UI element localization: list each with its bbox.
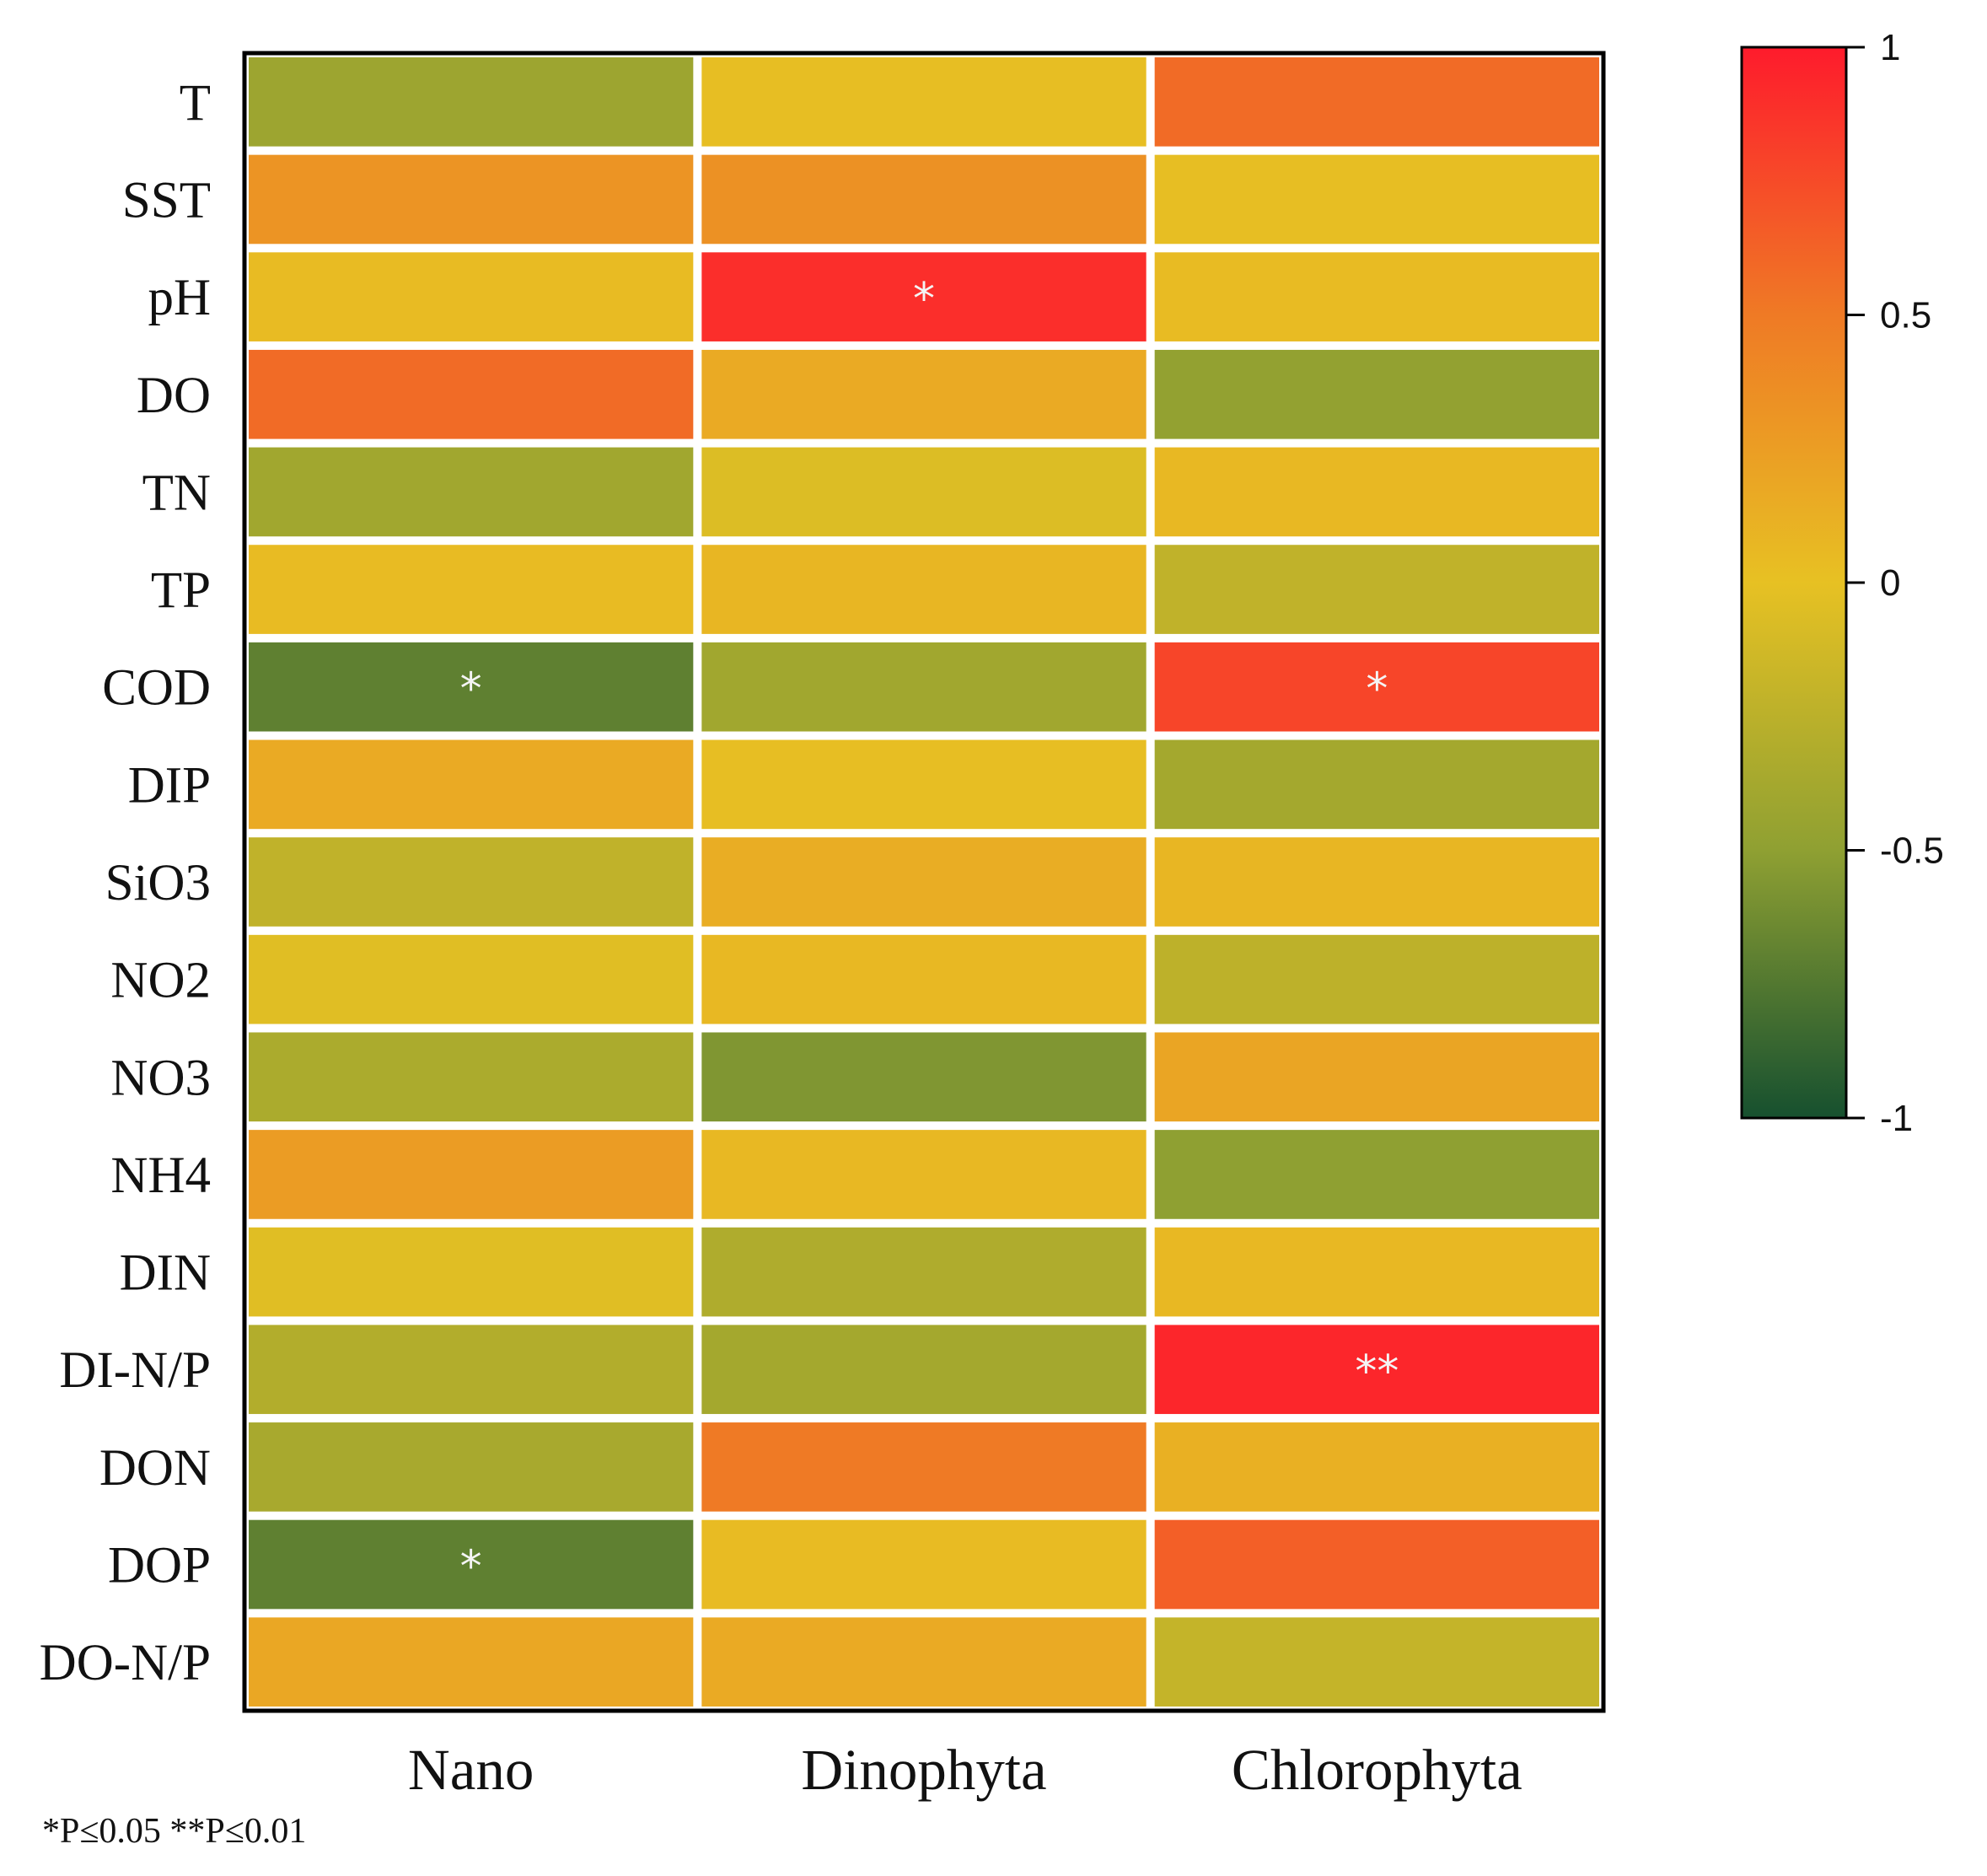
column-label: Chlorophyta bbox=[1232, 1738, 1522, 1802]
heatmap-cell-nh4-dinophyta bbox=[701, 1130, 1147, 1219]
colorbar-tick-label: 1 bbox=[1880, 27, 1900, 68]
heatmap-cell-cod-chlorophyta bbox=[1154, 642, 1599, 732]
heatmap-cell-no2-chlorophyta bbox=[1154, 934, 1599, 1024]
row-labels: T SST pH DO TN TP COD DIP SiO3 NO2 NO3 NH4 DIN DI-N/P… bbox=[40, 75, 211, 1691]
heatmap-cell-t-dinophyta bbox=[701, 57, 1147, 147]
heatmap-cell-cod-nano bbox=[249, 642, 694, 732]
colorbar-tick-label: -0.5 bbox=[1880, 830, 1944, 872]
row-label: DON bbox=[99, 1440, 211, 1497]
heatmap-cell-sst-chlorophyta bbox=[1154, 154, 1599, 245]
column-label: Nano bbox=[408, 1738, 534, 1802]
row-label: DI-N/P bbox=[59, 1342, 211, 1399]
heatmap-cell-nh4-nano bbox=[249, 1130, 694, 1219]
colorbar-ticks: 1 0.5 0 -0.5 -1 bbox=[1846, 27, 1944, 1139]
row-label: T bbox=[180, 75, 211, 132]
row-label: NO3 bbox=[110, 1050, 211, 1106]
heatmap-cell-sio3-chlorophyta bbox=[1154, 837, 1599, 927]
heatmap-cell-do-n-p-nano bbox=[249, 1617, 694, 1707]
heatmap-cell-tp-dinophyta bbox=[701, 545, 1147, 634]
colorbar: 1 0.5 0 -0.5 -1 bbox=[1740, 27, 1944, 1139]
heatmap-cell-dip-chlorophyta bbox=[1154, 739, 1599, 830]
heatmap-cell-sst-dinophyta bbox=[701, 154, 1147, 245]
row-label: COD bbox=[102, 660, 211, 717]
heatmap-cell-do-dinophyta bbox=[701, 349, 1147, 439]
colorbar-gradient bbox=[1740, 46, 1848, 1120]
heatmap-cell-nh4-chlorophyta bbox=[1154, 1130, 1599, 1219]
colorbar-tick-label: 0.5 bbox=[1880, 295, 1931, 336]
heatmap-cell-do-nano bbox=[249, 349, 694, 439]
heatmap-cell-don-nano bbox=[249, 1422, 694, 1512]
heatmap-cell-t-chlorophyta bbox=[1154, 57, 1599, 147]
heatmap-cell-tp-chlorophyta bbox=[1154, 545, 1599, 634]
significance-marker: * bbox=[460, 664, 482, 715]
heatmap-cell-no3-nano bbox=[249, 1032, 694, 1122]
heatmap-cell-din-dinophyta bbox=[701, 1227, 1147, 1317]
heatmap-cell-dip-dinophyta bbox=[701, 739, 1147, 830]
significance-marker: ** bbox=[1355, 1347, 1399, 1397]
heatmap-cell-tp-nano bbox=[249, 545, 694, 634]
heatmap-cell-dop-dinophyta bbox=[701, 1519, 1147, 1610]
heatmap-cell-no2-nano bbox=[249, 934, 694, 1024]
heatmap-cell-dop-chlorophyta bbox=[1154, 1519, 1599, 1610]
heatmap-cell-do-chlorophyta bbox=[1154, 349, 1599, 439]
heatmap-frame bbox=[242, 51, 1606, 1713]
heatmap-cell-no3-chlorophyta bbox=[1154, 1032, 1599, 1122]
column-labels: Nano Dinophyta Chlorophyta bbox=[408, 1738, 1522, 1802]
row-label: DO-N/P bbox=[40, 1635, 211, 1691]
heatmap-cell-din-chlorophyta bbox=[1154, 1227, 1599, 1317]
heatmap-cell-dip-nano bbox=[249, 739, 694, 830]
heatmap-cell-t-nano bbox=[249, 57, 694, 147]
heatmap-cell-ph-chlorophyta bbox=[1154, 252, 1599, 341]
heatmap-cell-ph-nano bbox=[249, 252, 694, 341]
column-label: Dinophyta bbox=[801, 1738, 1046, 1802]
heatmap-cell-di-n-p-nano bbox=[249, 1325, 694, 1415]
heatmap-cell-di-n-p-dinophyta bbox=[701, 1325, 1147, 1415]
heatmap-cell-tn-nano bbox=[249, 447, 694, 537]
heatmap-cells: ** **** bbox=[249, 57, 1599, 1707]
significance-marker: * bbox=[460, 1542, 482, 1593]
heatmap-cell-cod-dinophyta bbox=[701, 642, 1147, 732]
significance-marker: * bbox=[913, 274, 935, 325]
heatmap-cell-ph-dinophyta bbox=[701, 252, 1147, 341]
heatmap-cell-din-nano bbox=[249, 1227, 694, 1317]
row-label: DIN bbox=[120, 1245, 211, 1302]
row-label: DIP bbox=[128, 757, 211, 814]
heatmap-cell-don-dinophyta bbox=[701, 1422, 1147, 1512]
row-label: TN bbox=[142, 465, 211, 521]
colorbar-tick-label: -1 bbox=[1880, 1098, 1913, 1139]
heatmap-cell-sio3-dinophyta bbox=[701, 837, 1147, 927]
colorbar-tick-label: 0 bbox=[1880, 562, 1900, 604]
heatmap-cell-no2-dinophyta bbox=[701, 934, 1147, 1024]
row-label: pH bbox=[148, 270, 211, 326]
row-label: NO2 bbox=[110, 953, 211, 1009]
row-label: TP bbox=[151, 562, 211, 619]
row-label: SiO3 bbox=[105, 855, 211, 911]
heatmap-cell-sio3-nano bbox=[249, 837, 694, 927]
heatmap-cell-do-n-p-dinophyta bbox=[701, 1617, 1147, 1707]
row-label: NH4 bbox=[110, 1148, 211, 1204]
row-label: DOP bbox=[108, 1538, 211, 1594]
significance-footnote: *P≤0.05 **P≤0.01 bbox=[42, 1812, 306, 1851]
significance-marker: * bbox=[1366, 664, 1388, 715]
heatmap-cell-sst-nano bbox=[249, 154, 694, 245]
heatmap-cell-do-n-p-chlorophyta bbox=[1154, 1617, 1599, 1707]
row-label: SST bbox=[122, 172, 211, 228]
row-label: DO bbox=[137, 368, 211, 424]
heatmap-cell-no3-dinophyta bbox=[701, 1032, 1147, 1122]
heatmap-cell-tn-chlorophyta bbox=[1154, 447, 1599, 537]
heatmap-cell-don-chlorophyta bbox=[1154, 1422, 1599, 1512]
heatmap-cell-dop-nano bbox=[249, 1519, 694, 1610]
heatmap-cell-di-n-p-chlorophyta bbox=[1154, 1325, 1599, 1415]
heatmap-cell-tn-dinophyta bbox=[701, 447, 1147, 537]
